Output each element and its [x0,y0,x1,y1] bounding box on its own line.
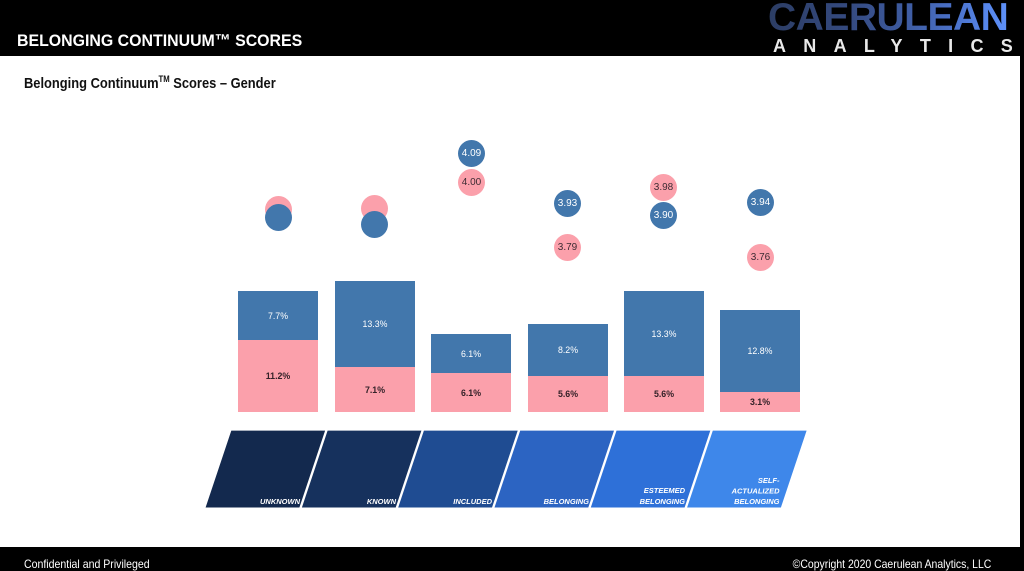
svg-text:ESTEEMED: ESTEEMED [644,486,686,495]
svg-text:BELONGING: BELONGING [544,497,590,506]
svg-text:SELF-: SELF- [758,476,780,485]
svg-text:KNOWN: KNOWN [367,497,397,506]
svg-text:BELONGING: BELONGING [734,497,780,506]
svg-text:ACTUALIZED: ACTUALIZED [731,487,780,496]
svg-text:INCLUDED: INCLUDED [453,497,492,506]
svg-text:BELONGING: BELONGING [640,497,686,506]
svg-text:UNKNOWN: UNKNOWN [260,497,301,506]
